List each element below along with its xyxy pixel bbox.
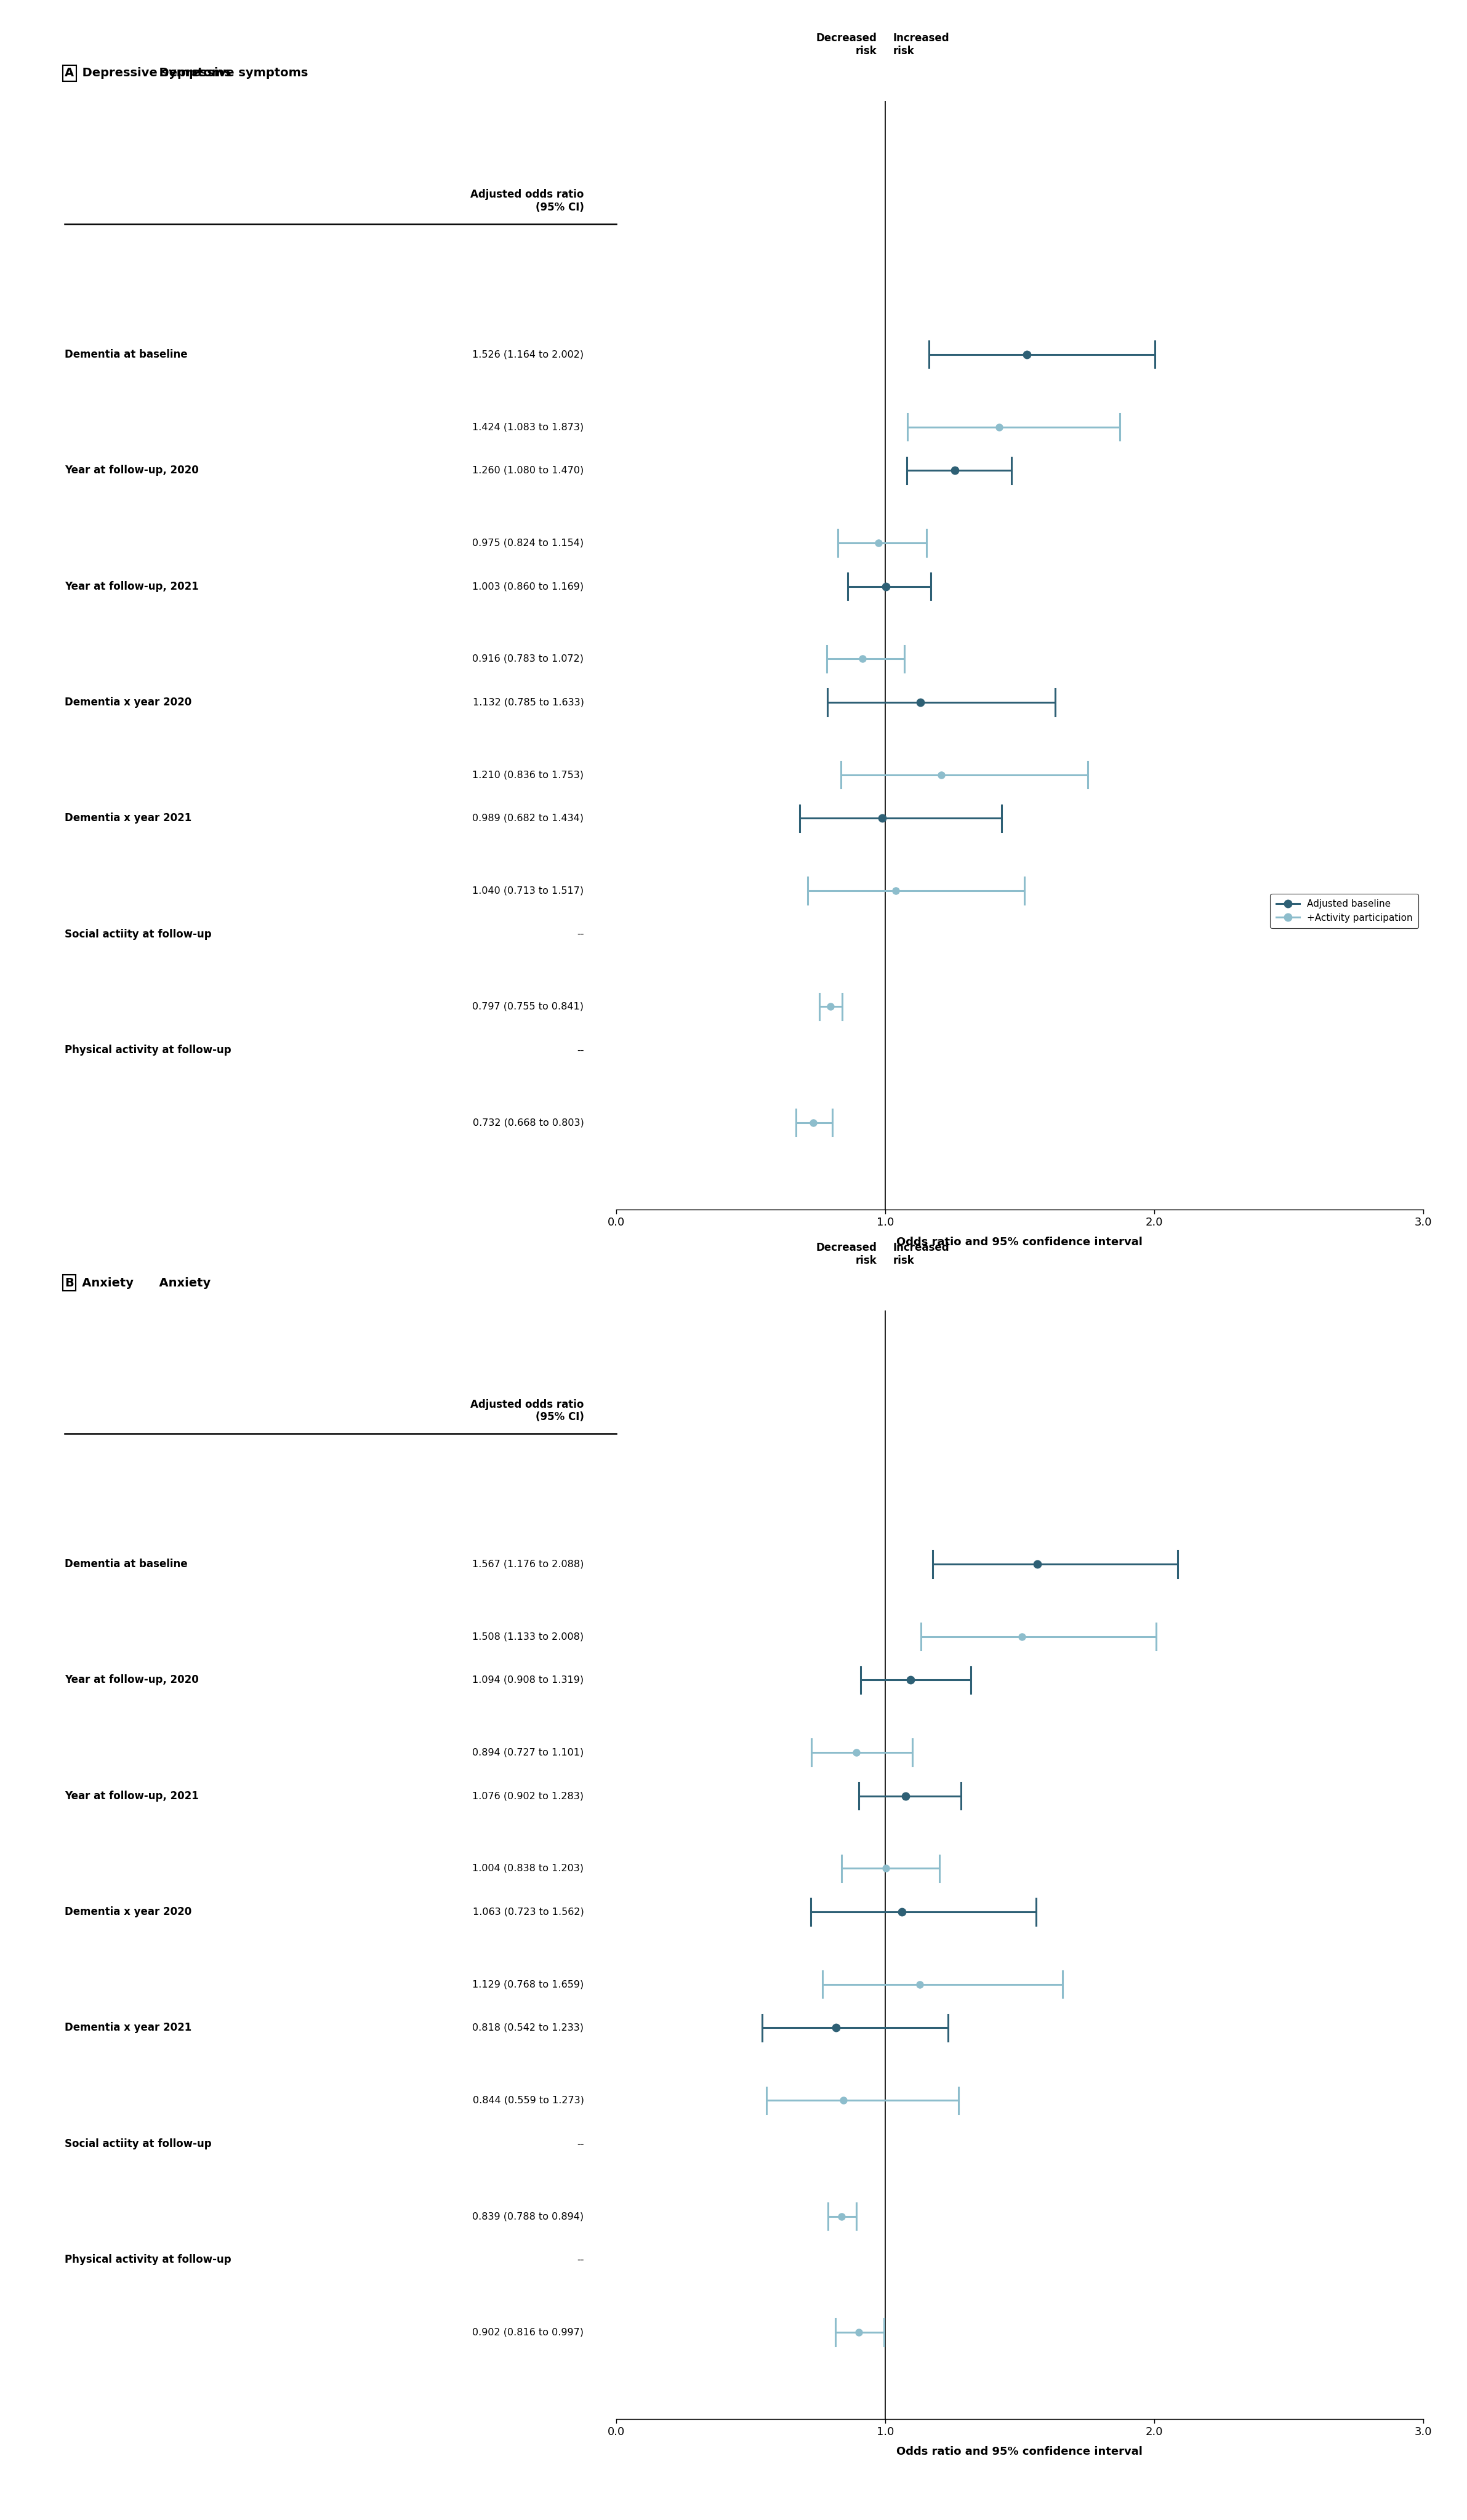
- Text: A  Depressive symptoms: A Depressive symptoms: [65, 68, 232, 78]
- Text: Year at follow-up, 2020: Year at follow-up, 2020: [65, 1673, 200, 1686]
- Text: Dementia x year 2020: Dementia x year 2020: [65, 1905, 192, 1918]
- Text: 0.975 (0.824 to 1.154): 0.975 (0.824 to 1.154): [472, 539, 584, 547]
- Text: 0.732 (0.668 to 0.803): 0.732 (0.668 to 0.803): [472, 1119, 584, 1126]
- Text: 0.839 (0.788 to 0.894): 0.839 (0.788 to 0.894): [472, 2213, 584, 2220]
- Text: Dementia x year 2020: Dementia x year 2020: [65, 696, 192, 708]
- Text: Increased
risk: Increased risk: [893, 33, 949, 55]
- Text: 1.210 (0.836 to 1.753): 1.210 (0.836 to 1.753): [472, 771, 584, 779]
- Text: 1.094 (0.908 to 1.319): 1.094 (0.908 to 1.319): [472, 1676, 584, 1683]
- Text: 1.567 (1.176 to 2.088): 1.567 (1.176 to 2.088): [472, 1560, 584, 1567]
- Text: --: --: [577, 1046, 584, 1056]
- Text: B  Anxiety: B Anxiety: [65, 1278, 133, 1288]
- Text: --: --: [577, 930, 584, 940]
- Text: 0.894 (0.727 to 1.101): 0.894 (0.727 to 1.101): [472, 1749, 584, 1756]
- Text: Adjusted odds ratio
(95% CI): Adjusted odds ratio (95% CI): [471, 1399, 584, 1424]
- X-axis label: Odds ratio and 95% confidence interval: Odds ratio and 95% confidence interval: [896, 1237, 1143, 1247]
- Legend: Adjusted baseline, +Activity participation: Adjusted baseline, +Activity participati…: [1270, 895, 1419, 927]
- Text: 0.989 (0.682 to 1.434): 0.989 (0.682 to 1.434): [472, 814, 584, 824]
- Text: Depressive symptoms: Depressive symptoms: [151, 68, 308, 78]
- Text: 0.818 (0.542 to 1.233): 0.818 (0.542 to 1.233): [472, 2024, 584, 2034]
- Text: Physical activity at follow-up: Physical activity at follow-up: [65, 1046, 232, 1056]
- Text: 1.424 (1.083 to 1.873): 1.424 (1.083 to 1.873): [472, 423, 584, 431]
- Text: Decreased
risk: Decreased risk: [816, 1242, 877, 1265]
- Text: Year at follow-up, 2021: Year at follow-up, 2021: [65, 580, 200, 592]
- Text: 1.040 (0.713 to 1.517): 1.040 (0.713 to 1.517): [472, 887, 584, 895]
- Text: Year at follow-up, 2020: Year at follow-up, 2020: [65, 464, 200, 476]
- Text: 1.076 (0.902 to 1.283): 1.076 (0.902 to 1.283): [472, 1792, 584, 1802]
- Text: A: A: [65, 68, 75, 78]
- Text: 1.260 (1.080 to 1.470): 1.260 (1.080 to 1.470): [472, 466, 584, 474]
- Text: Adjusted odds ratio
(95% CI): Adjusted odds ratio (95% CI): [471, 189, 584, 214]
- Text: Social actiity at follow-up: Social actiity at follow-up: [65, 930, 211, 940]
- Text: Year at follow-up, 2021: Year at follow-up, 2021: [65, 1789, 200, 1802]
- Text: Dementia at baseline: Dementia at baseline: [65, 348, 188, 360]
- Text: 0.902 (0.816 to 0.997): 0.902 (0.816 to 0.997): [472, 2328, 584, 2336]
- Text: Decreased
risk: Decreased risk: [816, 33, 877, 55]
- Text: 1.508 (1.133 to 2.008): 1.508 (1.133 to 2.008): [472, 1633, 584, 1641]
- Text: 1.003 (0.860 to 1.169): 1.003 (0.860 to 1.169): [472, 582, 584, 592]
- Text: Social actiity at follow-up: Social actiity at follow-up: [65, 2139, 211, 2150]
- Text: Increased
risk: Increased risk: [893, 1242, 949, 1265]
- Text: Dementia x year 2021: Dementia x year 2021: [65, 2024, 192, 2034]
- Text: Dementia x year 2021: Dementia x year 2021: [65, 814, 192, 824]
- Text: B: B: [65, 1278, 73, 1288]
- X-axis label: Odds ratio and 95% confidence interval: Odds ratio and 95% confidence interval: [896, 2447, 1143, 2457]
- Text: 1.526 (1.164 to 2.002): 1.526 (1.164 to 2.002): [472, 350, 584, 358]
- Text: Physical activity at follow-up: Physical activity at follow-up: [65, 2255, 232, 2265]
- Text: Dementia at baseline: Dementia at baseline: [65, 1557, 188, 1570]
- Text: 0.916 (0.783 to 1.072): 0.916 (0.783 to 1.072): [472, 655, 584, 663]
- Text: 0.844 (0.559 to 1.273): 0.844 (0.559 to 1.273): [472, 2097, 584, 2104]
- Text: 1.063 (0.723 to 1.562): 1.063 (0.723 to 1.562): [472, 1908, 584, 1918]
- Text: --: --: [577, 2255, 584, 2265]
- Text: --: --: [577, 2139, 584, 2150]
- Text: 1.004 (0.838 to 1.203): 1.004 (0.838 to 1.203): [472, 1865, 584, 1872]
- Text: 1.132 (0.785 to 1.633): 1.132 (0.785 to 1.633): [472, 698, 584, 708]
- Text: 1.129 (0.768 to 1.659): 1.129 (0.768 to 1.659): [472, 1981, 584, 1988]
- Text: Anxiety: Anxiety: [151, 1278, 211, 1288]
- Text: 0.797 (0.755 to 0.841): 0.797 (0.755 to 0.841): [472, 1003, 584, 1011]
